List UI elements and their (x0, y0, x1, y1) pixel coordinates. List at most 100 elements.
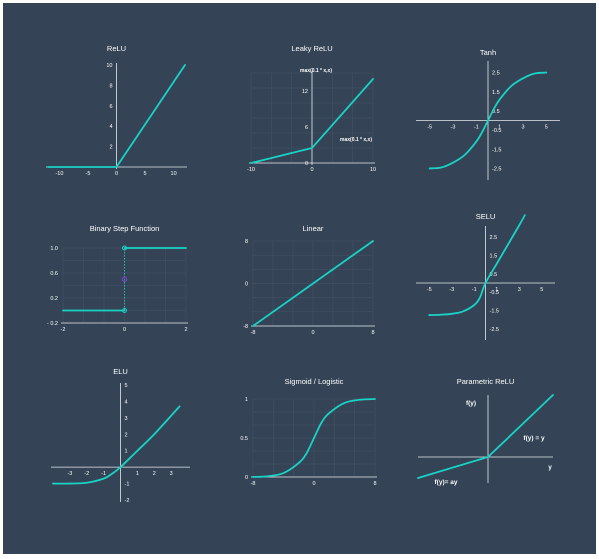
y-tick-label: 3 (125, 416, 128, 422)
x-tick-label: -8 (251, 330, 256, 336)
x-tick-label: 3 (518, 287, 521, 293)
y-tick-label: 0.5 (490, 272, 498, 278)
y-tick-label: 6 (305, 125, 308, 131)
y-tick-label: - 0.2 (47, 321, 58, 327)
y-tick-label: -2.5 (490, 327, 499, 333)
y-tick-label: 8 (245, 239, 248, 245)
x-tick-label: -3 (451, 125, 456, 131)
x-tick-label: 0 (311, 330, 314, 336)
y-tick-label: 6 (109, 104, 112, 110)
chart-7: ELU -3 -2 -1 1 2 3 -2 -1 1 2 3 4 5 (51, 367, 190, 504)
chart-title: Linear (303, 224, 324, 233)
x-tick-label: 5 (540, 287, 543, 293)
x-tick-label: -1 (101, 471, 106, 477)
step-point (122, 245, 127, 251)
x-tick-label: 1 (136, 471, 139, 477)
y-tick-label: 0.6 (50, 271, 58, 277)
chart-title: ELU (113, 367, 128, 376)
x-tick-label: 0 (312, 481, 315, 487)
x-tick-label: 8 (371, 330, 374, 336)
y-tick-label: 2 (125, 432, 128, 438)
series-line (417, 394, 554, 479)
chart-4: Binary Step Function -2 0 2 - 0.2 0.2 0.6 1.0 (47, 224, 188, 333)
series-line (47, 64, 186, 168)
y-tick-label: 0 (245, 282, 248, 288)
x-tick-label: -8 (251, 481, 256, 487)
x-tick-label: -5 (427, 287, 432, 293)
x-tick-label: -2 (61, 327, 66, 333)
y-tick-label: -1.5 (490, 309, 499, 315)
y-tick-label: 0.5 (240, 436, 248, 442)
x-tick-label: 10 (370, 167, 376, 173)
y-tick-label: 10 (106, 63, 112, 69)
y-tick-label: 1.5 (490, 254, 498, 260)
series-line (52, 405, 181, 485)
x-tick-label: -5 (86, 171, 91, 177)
y-tick-label: 0.5 (492, 109, 500, 115)
x-tick-label: -3 (449, 287, 454, 293)
step-midpoint (121, 276, 128, 282)
chart-8: Sigmoid / Logistic-8 0 800.51 (240, 377, 377, 487)
y-tick-label: 1.5 (492, 90, 500, 96)
y-tick-label: 5 (125, 383, 128, 389)
x-tick-label: 10 (171, 171, 177, 177)
y-tick-label: 0 (245, 475, 248, 481)
y-tick-label: 0.2 (50, 296, 58, 302)
series-line (428, 71, 548, 170)
x-tick-label: 0 (310, 167, 313, 173)
y-tick-label: 12 (302, 89, 308, 95)
x-tick-label: -3 (67, 471, 72, 477)
chart-6: SELU -5 -3 -1 1 3 5 -2.5 -1.5 -0.5 0.5 1.5 2.5 (416, 212, 555, 340)
x-tick-label: 5 (545, 125, 548, 131)
annotation-label: max(0.1 * x,x) (340, 137, 372, 143)
chart-title: Sigmoid / Logistic (285, 377, 344, 386)
x-tick-label: 3 (521, 125, 524, 131)
chart-5: Linear -8 0 8 -8 0 8 (243, 224, 375, 336)
chart-title: Parametric ReLU (457, 377, 515, 386)
y-tick-label: -2.5 (492, 166, 501, 172)
step-point (122, 308, 127, 313)
annotation-label: f(y)= ay (435, 479, 458, 486)
y-tick-label: 2.5 (490, 235, 498, 241)
annotation-label: f(y) (466, 400, 476, 407)
x-tick-label: 0 (115, 171, 118, 177)
chart-9: Parametric ReLU f(y) f(y) = y y f(y)= ay (417, 377, 554, 486)
y-tick-label: -2 (125, 498, 130, 504)
y-tick-label: 1.0 (50, 246, 58, 252)
chart-title: ReLU (107, 44, 126, 53)
x-tick-label: 8 (373, 481, 376, 487)
x-tick-label: -10 (55, 171, 63, 177)
chart-title: Binary Step Function (90, 224, 160, 233)
y-tick-label: 1 (245, 397, 248, 403)
y-tick-label: -8 (243, 324, 248, 330)
annotation-label: f(y) = y (523, 435, 545, 442)
series-line (250, 78, 374, 164)
chart-1: ReLU -10 -5 0 5 10 2 4 6 8 10 (46, 44, 187, 177)
x-tick-label: 0 (123, 327, 126, 333)
chart-3: Tanh -5 -3 -1 1 3 5 -2.5 -1.5 -0.5 0.5 1.5 2.5 (416, 48, 560, 180)
chart-title: SELU (476, 212, 496, 221)
chart-2: Leaky ReLU -10 0 10 0 6 12 max(0.1 * x,x) max(0.… (247, 44, 376, 173)
x-tick-label: 1 (495, 287, 498, 293)
x-tick-label: 1 (498, 125, 501, 131)
y-tick-label: 2 (109, 145, 112, 151)
chart-title: Tanh (480, 48, 496, 57)
y-tick-label: 1 (125, 449, 128, 455)
x-tick-label: 5 (144, 171, 147, 177)
y-tick-label: -1.5 (492, 147, 501, 153)
chart-title: Leaky ReLU (291, 44, 332, 53)
x-tick-label: 3 (170, 471, 173, 477)
y-tick-label: -0.5 (490, 290, 499, 296)
y-tick-label: 8 (109, 83, 112, 89)
x-tick-label: -5 (427, 125, 432, 131)
x-tick-label: 2 (153, 471, 156, 477)
y-tick-label: 2.5 (492, 71, 500, 77)
annotation-label: y (548, 464, 552, 471)
series-line (428, 214, 526, 316)
annotation-label: max(0.1 * x,x) (300, 68, 332, 74)
series-line (252, 398, 376, 478)
y-tick-label: -0.5 (492, 128, 501, 134)
x-tick-label: -1 (472, 287, 477, 293)
y-tick-label: 4 (125, 399, 128, 405)
